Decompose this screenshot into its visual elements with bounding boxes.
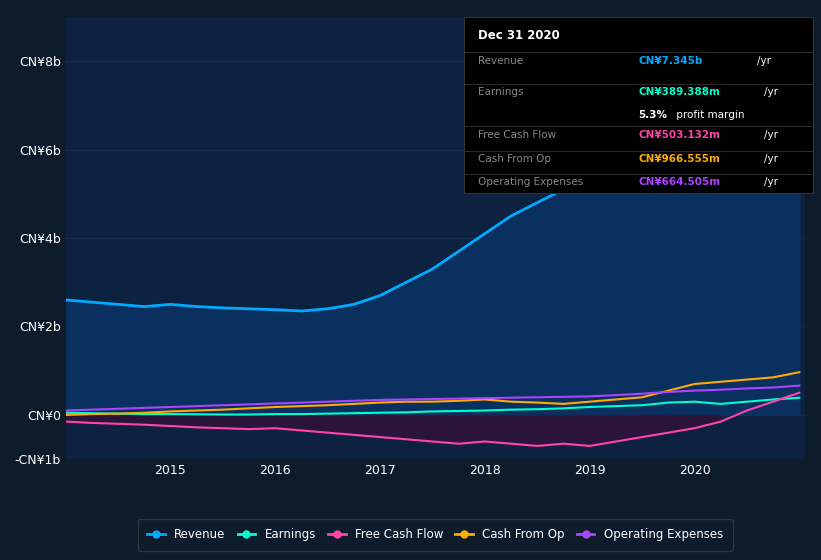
Text: CN¥966.555m: CN¥966.555m [639,155,720,165]
Text: CN¥389.388m: CN¥389.388m [639,87,720,97]
Text: Earnings: Earnings [478,87,523,97]
Text: Revenue: Revenue [478,55,523,66]
Text: 5.3%: 5.3% [639,110,667,120]
Legend: Revenue, Earnings, Free Cash Flow, Cash From Op, Operating Expenses: Revenue, Earnings, Free Cash Flow, Cash … [138,519,732,550]
Text: CN¥503.132m: CN¥503.132m [639,130,720,139]
Text: Free Cash Flow: Free Cash Flow [478,130,556,139]
Text: Cash From Op: Cash From Op [478,155,551,165]
Text: CN¥664.505m: CN¥664.505m [639,178,721,188]
Text: Operating Expenses: Operating Expenses [478,178,583,188]
Text: /yr: /yr [764,155,778,165]
Text: profit margin: profit margin [673,110,745,120]
Text: /yr: /yr [764,178,778,188]
Text: CN¥7.345b: CN¥7.345b [639,55,703,66]
Text: Dec 31 2020: Dec 31 2020 [478,29,560,42]
Text: /yr: /yr [764,130,778,139]
Text: /yr: /yr [764,87,778,97]
Text: /yr: /yr [757,55,771,66]
